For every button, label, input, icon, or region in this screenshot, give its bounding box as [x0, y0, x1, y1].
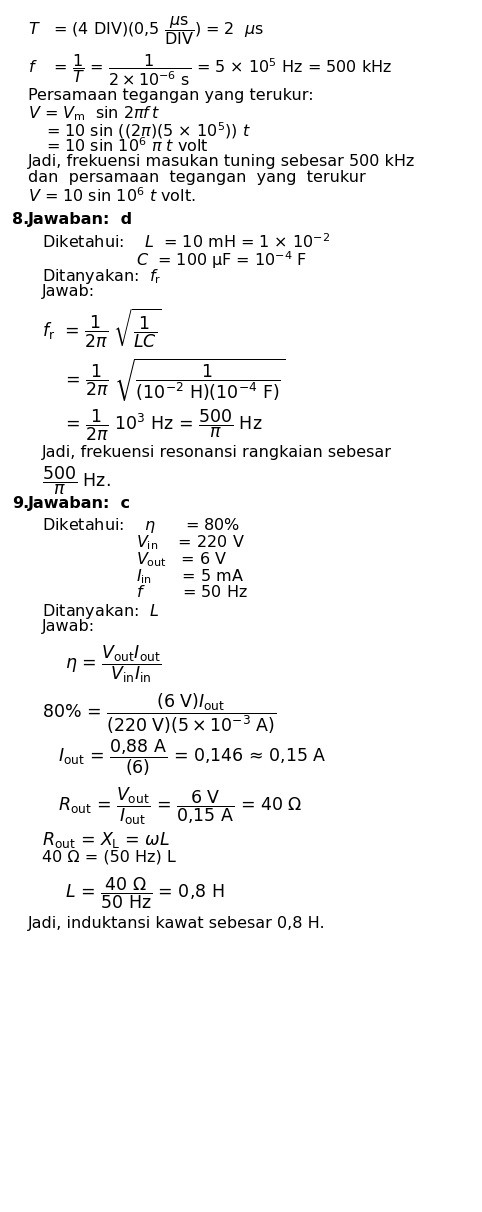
Text: Jadi, frekuensi resonansi rangkaian sebesar: Jadi, frekuensi resonansi rangkaian sebe…: [42, 445, 392, 461]
Text: Ditanyakan:  $L$: Ditanyakan: $L$: [42, 602, 159, 621]
Text: Diketahui:    $L$  = 10 mH = 1 × 10$^{-2}$: Diketahui: $L$ = 10 mH = 1 × 10$^{-2}$: [42, 231, 330, 251]
Text: 9.: 9.: [12, 496, 29, 511]
Text: $f$    = $\dfrac{1}{T}$ = $\dfrac{1}{2\times10^{-6}\ \mathrm{s}}$ = 5 × 10$^5$ H: $f$ = $\dfrac{1}{T}$ = $\dfrac{1}{2\time…: [28, 52, 392, 87]
Text: $I_{\mathrm{out}}$ = $\dfrac{0{,}88\ \mathrm{A}}{(6)}$ = 0,146 ≈ 0,15 A: $I_{\mathrm{out}}$ = $\dfrac{0{,}88\ \ma…: [58, 738, 326, 778]
Text: Diketahui:    $\eta$      = 80%: Diketahui: $\eta$ = 80%: [42, 516, 241, 534]
Text: $\eta$ = $\dfrac{V_{\mathrm{out}}I_{\mathrm{out}}}{V_{\mathrm{in}}I_{\mathrm{in}: $\eta$ = $\dfrac{V_{\mathrm{out}}I_{\mat…: [65, 644, 161, 686]
Text: $R_{\mathrm{out}}$ = $X_{\mathrm{L}}$ = $\omega L$: $R_{\mathrm{out}}$ = $X_{\mathrm{L}}$ = …: [42, 830, 170, 850]
Text: = 10 sin ((2$\pi$)(5 × 10$^5$)) $t$: = 10 sin ((2$\pi$)(5 × 10$^5$)) $t$: [46, 120, 251, 141]
Text: $V_{\mathrm{out}}$   = 6 V: $V_{\mathrm{out}}$ = 6 V: [136, 550, 228, 568]
Text: = $\dfrac{1}{2\pi}$ $\sqrt{\dfrac{1}{(10^{-2}\ \mathrm{H})(10^{-4}\ \mathrm{F})}: = $\dfrac{1}{2\pi}$ $\sqrt{\dfrac{1}{(10…: [65, 356, 285, 402]
Text: dan  persamaan  tegangan  yang  terukur: dan persamaan tegangan yang terukur: [28, 170, 366, 185]
Text: $I_{\mathrm{in}}$      = 5 mA: $I_{\mathrm{in}}$ = 5 mA: [136, 567, 244, 585]
Text: $f_{\mathrm{r}}$  = $\dfrac{1}{2\pi}$ $\sqrt{\dfrac{1}{LC}}$: $f_{\mathrm{r}}$ = $\dfrac{1}{2\pi}$ $\s…: [42, 305, 161, 350]
Text: 40 Ω = (50 Hz) L: 40 Ω = (50 Hz) L: [42, 850, 176, 865]
Text: = $\dfrac{1}{2\pi}$ 10$^3$ Hz = $\dfrac{500}{\pi}$ Hz: = $\dfrac{1}{2\pi}$ 10$^3$ Hz = $\dfrac{…: [65, 408, 262, 444]
Text: $V$ = $V_{\mathrm{m}}$  sin 2$\pi f\,t$: $V$ = $V_{\mathrm{m}}$ sin 2$\pi f\,t$: [28, 104, 160, 122]
Text: 80% = $\dfrac{(6\ \mathrm{V})I_{\mathrm{out}}}{(220\ \mathrm{V})(5\times10^{-3}\: 80% = $\dfrac{(6\ \mathrm{V})I_{\mathrm{…: [42, 691, 277, 736]
Text: Persamaan tegangan yang terukur:: Persamaan tegangan yang terukur:: [28, 88, 314, 103]
Text: = 10 sin 10$^6$ $\pi$ $t$ volt: = 10 sin 10$^6$ $\pi$ $t$ volt: [46, 136, 209, 155]
Text: Jadi, frekuensi masukan tuning sebesar 500 kHz: Jadi, frekuensi masukan tuning sebesar 5…: [28, 154, 415, 168]
Text: Jawab:: Jawab:: [42, 619, 95, 634]
Text: $R_{\mathrm{out}}$ = $\dfrac{V_{\mathrm{out}}}{I_{\mathrm{out}}}$ = $\dfrac{6\ \: $R_{\mathrm{out}}$ = $\dfrac{V_{\mathrm{…: [58, 787, 302, 828]
Text: Ditanyakan:  $f_{\mathrm{r}}$: Ditanyakan: $f_{\mathrm{r}}$: [42, 267, 161, 286]
Text: $\dfrac{500}{\pi}$ Hz.: $\dfrac{500}{\pi}$ Hz.: [42, 465, 111, 497]
Text: $L$ = $\dfrac{40\ \Omega}{50\ \mathrm{Hz}}$ = 0,8 H: $L$ = $\dfrac{40\ \Omega}{50\ \mathrm{Hz…: [65, 876, 225, 911]
Text: $f$        = 50 Hz: $f$ = 50 Hz: [136, 584, 248, 600]
Text: $V$ = 10 sin 10$^6$ $t$ volt.: $V$ = 10 sin 10$^6$ $t$ volt.: [28, 185, 196, 205]
Text: Jawaban:  c: Jawaban: c: [28, 496, 131, 511]
Text: $V_{\mathrm{in}}$    = 220 V: $V_{\mathrm{in}}$ = 220 V: [136, 533, 245, 551]
Text: $C$  = 100 μF = 10$^{-4}$ F: $C$ = 100 μF = 10$^{-4}$ F: [136, 248, 307, 270]
Text: Jawab:: Jawab:: [42, 284, 95, 299]
Text: 8.: 8.: [12, 212, 29, 227]
Text: Jadi, induktansi kawat sebesar 0,8 H.: Jadi, induktansi kawat sebesar 0,8 H.: [28, 916, 326, 931]
Text: $T$   = (4 DIV)(0,5 $\dfrac{\mu\mathrm{s}}{\mathrm{DIV}}$) = 2  $\mu$s: $T$ = (4 DIV)(0,5 $\dfrac{\mu\mathrm{s}}…: [28, 15, 264, 47]
Text: Jawaban:  d: Jawaban: d: [28, 212, 133, 227]
